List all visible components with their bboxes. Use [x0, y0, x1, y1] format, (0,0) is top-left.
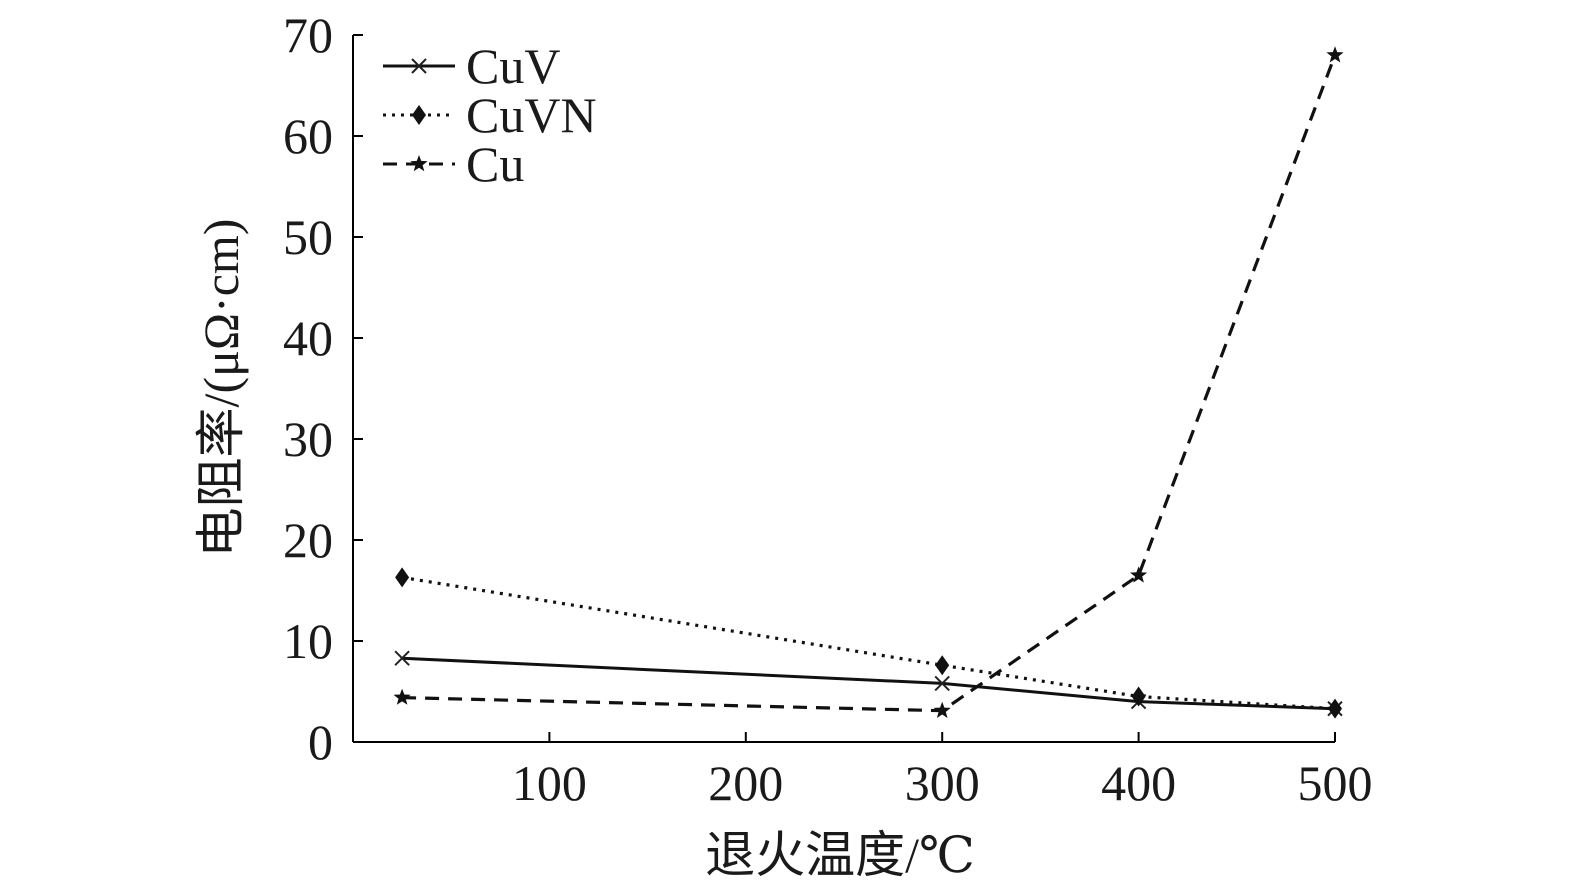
y-ticks: 0 10 20 30 40 50 60 70: [283, 7, 363, 770]
series-cu: [393, 46, 1344, 718]
x-ticks: 100 200 300 400 500: [512, 732, 1373, 811]
x-marker-stroke: [411, 58, 427, 74]
y-tick-label: 70: [283, 7, 333, 63]
y-tick-label: 50: [283, 209, 333, 265]
series-line-cu: [402, 54, 1337, 713]
legend-label-cu: Cu: [466, 136, 524, 192]
data-point-cu: [1326, 46, 1344, 63]
axes: [352, 35, 1335, 743]
y-tick-label: 30: [283, 411, 333, 467]
y-tick-label: 0: [308, 714, 333, 770]
y-tick-label: 40: [283, 310, 333, 366]
series-cuvn: [395, 567, 1342, 719]
legend-marker-cu: [410, 155, 428, 172]
x-tick-label: 500: [1298, 755, 1373, 811]
legend-marker-cuv: [411, 58, 427, 74]
y-tick-label: 10: [283, 613, 333, 669]
data-point-cu: [393, 688, 411, 705]
x-marker-stroke: [934, 675, 950, 692]
series-layer: [393, 46, 1344, 719]
legend-item-cu: Cu: [383, 136, 524, 192]
series-line-cuv: [402, 656, 1336, 711]
data-point-cuvn: [935, 655, 950, 676]
legend-item-cuvn: CuVN: [383, 87, 597, 143]
data-point-cuvn: [1131, 686, 1146, 707]
x-marker-stroke: [394, 650, 410, 666]
x-axis-title: 退火温度/℃: [705, 827, 975, 883]
legend-label-cuvn: CuVN: [466, 87, 597, 143]
y-tick-label: 20: [283, 512, 333, 568]
series-line-cuvn: [401, 575, 1336, 711]
legend-label-cuv: CuV: [466, 38, 560, 94]
data-point-cu: [1130, 566, 1148, 583]
data-point-cuv: [394, 650, 410, 666]
x-tick-label: 200: [708, 755, 783, 811]
legend-marker-cuvn: [412, 105, 426, 125]
data-point-cu: [933, 701, 951, 718]
x-tick-label: 100: [512, 755, 587, 811]
data-point-cuv: [934, 675, 950, 692]
y-axis-title: 电阻率/(μΩ·cm): [193, 219, 249, 558]
legend-item-cuv: CuV: [383, 38, 560, 94]
series-cuv: [394, 650, 1343, 717]
data-point-cuvn: [395, 567, 410, 588]
x-tick-label: 400: [1101, 755, 1176, 811]
y-tick-label: 60: [283, 108, 333, 164]
data-point-cuvn: [1328, 698, 1342, 719]
x-tick-label: 300: [905, 755, 980, 811]
